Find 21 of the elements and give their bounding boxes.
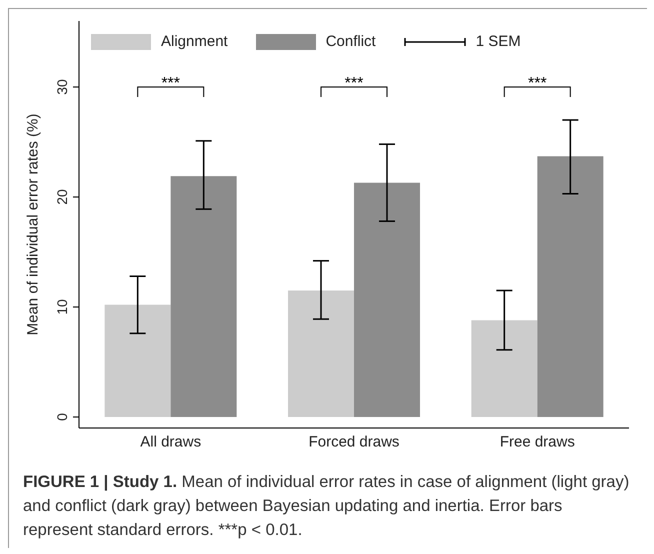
y-tick-label: 20 — [54, 189, 70, 205]
annotation: 1 SEM — [476, 33, 521, 50]
x-tick-label: Forced draws — [308, 434, 400, 451]
annotation: *** — [161, 75, 180, 92]
bar — [537, 156, 604, 417]
text: FIGURE 1 | Study 1. — [23, 473, 178, 491]
y-axis-title: Mean of individual error rates (%) — [24, 114, 42, 336]
y-tick-label: 0 — [54, 412, 70, 421]
x-tick-label: Free draws — [500, 434, 575, 451]
bar — [288, 290, 354, 417]
y-tick-label: 30 — [54, 79, 70, 95]
annotation: *** — [344, 75, 364, 92]
y-tick-label: 10 — [54, 299, 70, 315]
bar — [471, 320, 538, 417]
legend-label: Conflict — [326, 33, 376, 50]
legend-label: Alignment — [161, 33, 228, 50]
x-tick-label: All draws — [140, 434, 202, 451]
bar — [170, 176, 237, 417]
bar — [354, 182, 420, 417]
bar — [104, 304, 171, 417]
annotation: *** — [528, 75, 547, 92]
